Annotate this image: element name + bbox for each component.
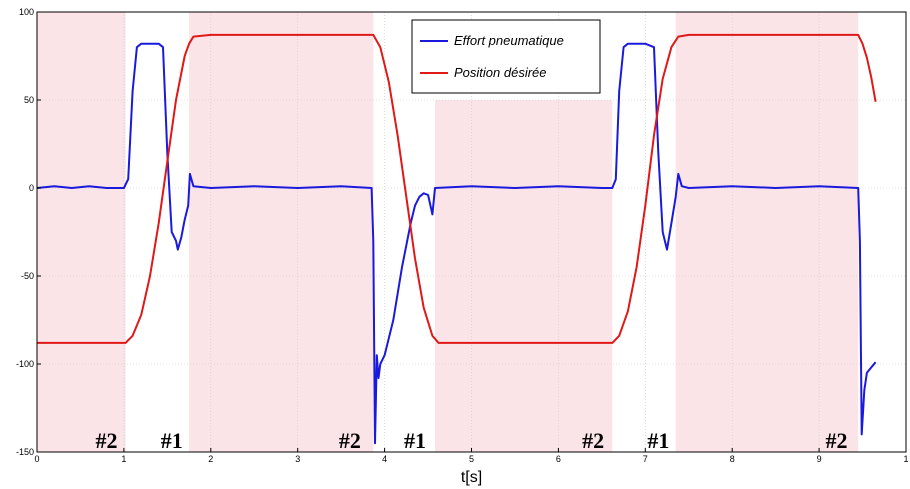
legend-box <box>411 19 601 94</box>
y-tick-label-5: 100 <box>19 7 34 17</box>
x-tick-label-8: 8 <box>730 454 735 464</box>
zone-labels: #2 #1 #2 #1 #2 #1 #2 <box>96 428 848 453</box>
zone-label-4: #2 <box>582 428 604 453</box>
shaded-region-0 <box>37 12 126 452</box>
series-line-1 <box>37 33 877 344</box>
y-tick-label-1: -100 <box>16 359 34 369</box>
x-tick-label-5: 5 <box>469 454 474 464</box>
zone-label-3: #1 <box>404 428 426 453</box>
zone-label-6: #2 <box>825 428 847 453</box>
y-tick-label-4: 50 <box>24 95 34 105</box>
shaded-regions <box>37 12 859 452</box>
x-axis-label: t[s] <box>461 469 482 486</box>
zone-label-2: #2 <box>339 428 361 453</box>
series <box>36 33 877 445</box>
y-tick-label-0: -150 <box>16 447 34 457</box>
zone-label-0: #2 <box>96 428 118 453</box>
legend: Effort pneumatique Position désirée <box>411 19 601 94</box>
legend-label-effort: Effort pneumatique <box>454 33 564 48</box>
shaded-region-3 <box>675 12 859 452</box>
y-tick-label-2: -50 <box>21 271 34 281</box>
x-tick-label-9: 9 <box>817 454 822 464</box>
x-tick-label-4: 4 <box>382 454 387 464</box>
shaded-region-1 <box>189 12 374 452</box>
x-tick-label-10: 1 <box>903 454 908 464</box>
x-tick-label-3: 3 <box>295 454 300 464</box>
x-tick-label-2: 2 <box>208 454 213 464</box>
x-tick-label-6: 6 <box>556 454 561 464</box>
axis-ticks: 0 1 2 3 4 5 6 7 8 9 1 -150 -100 -50 0 50 100 <box>16 7 909 464</box>
zone-label-5: #1 <box>647 428 669 453</box>
zone-label-1: #1 <box>161 428 183 453</box>
y-tick-label-3: 0 <box>29 183 34 193</box>
x-tick-label-0: 0 <box>34 454 39 464</box>
x-tick-label-7: 7 <box>643 454 648 464</box>
x-tick-label-1: 1 <box>121 454 126 464</box>
legend-label-position: Position désirée <box>454 65 547 80</box>
